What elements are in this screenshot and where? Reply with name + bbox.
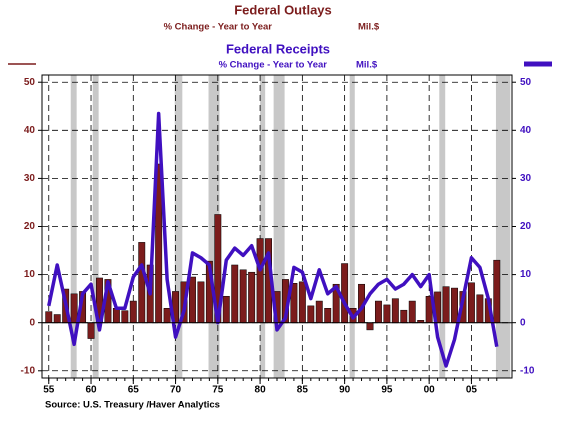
bar	[324, 308, 332, 323]
bar	[197, 281, 205, 323]
bar	[476, 294, 484, 323]
bar	[70, 293, 78, 323]
bar	[163, 308, 171, 323]
x-tick-label: 55	[43, 385, 55, 396]
bar	[222, 295, 230, 323]
bar	[298, 281, 306, 323]
line	[47, 111, 499, 368]
bar	[231, 264, 239, 323]
bar	[138, 242, 146, 323]
bar	[248, 271, 256, 323]
x-tick-label: 80	[255, 385, 267, 396]
source: Source: U.S. Treasury /Haver Analytics	[45, 400, 220, 411]
bar	[391, 298, 399, 323]
bar	[189, 276, 196, 323]
recession-band	[174, 75, 183, 378]
x-tick-label: 70	[170, 385, 182, 396]
outlays-title: Federal Outlays	[234, 2, 332, 17]
bar	[315, 300, 323, 323]
bar	[383, 304, 391, 323]
recession-band	[273, 75, 285, 378]
x-tick-label: 05	[466, 385, 478, 396]
bar	[112, 308, 120, 323]
y-tick-label: 30	[24, 173, 36, 184]
bar	[121, 310, 129, 323]
x-tick-label: 85	[297, 385, 309, 396]
x-tick-label: 65	[128, 385, 140, 396]
y2-tick-label: 10	[520, 269, 532, 280]
receipts-units: Mil.$	[356, 60, 378, 71]
bar	[442, 286, 450, 323]
y2-tick-label: 40	[520, 125, 532, 136]
x-tick-label: 00	[424, 385, 436, 396]
y-tick-label: 40	[24, 125, 36, 136]
bar	[256, 238, 264, 323]
bar	[129, 300, 137, 323]
bar	[366, 322, 374, 331]
outlays-units: Mil.$	[358, 22, 380, 33]
outlays-subtitle: % Change - Year to Year	[164, 22, 273, 33]
x-tick-label: 75	[212, 385, 224, 396]
y-tick-label: 50	[24, 77, 36, 88]
bar	[493, 259, 501, 323]
bar	[408, 300, 416, 323]
receipts-subtitle: % Change - Year to Year	[219, 60, 328, 71]
bar	[45, 311, 53, 323]
x-tick-label: 95	[381, 385, 393, 396]
y2-tick-label: 0	[520, 317, 526, 328]
y-tick-label: -10	[21, 365, 36, 376]
bar	[400, 309, 408, 323]
y2-tick-label: 30	[520, 173, 532, 184]
bar	[374, 300, 382, 323]
x-tick-label: 90	[339, 385, 351, 396]
y2-tick-label: 50	[520, 77, 532, 88]
x-tick-label: 60	[85, 385, 97, 396]
receipts-title: Federal Receipts	[226, 41, 330, 56]
bar	[239, 269, 247, 323]
bar	[467, 282, 475, 323]
bar	[53, 314, 61, 323]
y2-tick-label: -10	[520, 365, 535, 376]
bar	[307, 305, 315, 323]
bar	[451, 287, 458, 323]
y-tick-label: 10	[24, 269, 36, 280]
bar	[87, 322, 95, 339]
plot-frame	[41, 74, 513, 379]
y2-tick-label: 20	[520, 221, 532, 232]
bar	[341, 263, 349, 323]
y-tick-label: 0	[29, 317, 35, 328]
y-tick-label: 20	[24, 221, 36, 232]
